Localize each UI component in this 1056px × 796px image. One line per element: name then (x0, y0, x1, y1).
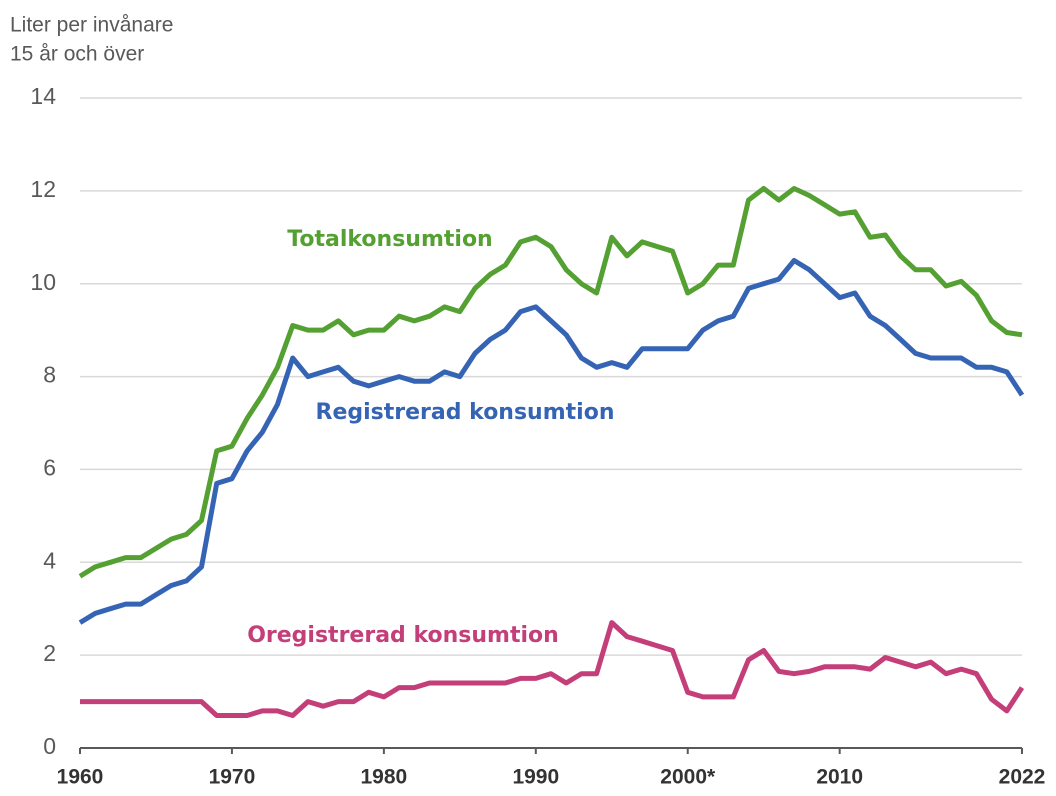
y-tick-label: 4 (43, 547, 56, 573)
y-tick-label: 2 (43, 640, 56, 666)
x-tick-label: 1970 (209, 766, 256, 789)
x-tick-label: 2022 (999, 766, 1046, 789)
y-tick-label: 12 (30, 176, 56, 202)
series-line (78, 258, 1025, 625)
y-axis-label: Liter per invånare (10, 14, 173, 37)
y-tick-label: 10 (30, 269, 56, 295)
x-tick-label: 1960 (57, 766, 104, 789)
x-tick-label: 1980 (361, 766, 408, 789)
y-axis-label: 15 år och över (10, 43, 144, 66)
x-tick-label: 1990 (512, 766, 559, 789)
y-tick-label: 8 (43, 362, 56, 388)
x-tick-label: 2010 (816, 766, 863, 789)
series-line (80, 620, 1025, 718)
y-tick-label: 6 (43, 455, 56, 481)
y-tick-label: 14 (30, 83, 56, 109)
series-label: Oregistrerad konsumtion (247, 623, 559, 648)
y-tick-label: 0 (43, 733, 56, 759)
x-tick-label: 2000* (660, 766, 716, 789)
series-label: Totalkonsumtion (287, 227, 492, 252)
series-line (78, 186, 1023, 579)
series-label: Registrerad konsumtion (316, 400, 615, 425)
